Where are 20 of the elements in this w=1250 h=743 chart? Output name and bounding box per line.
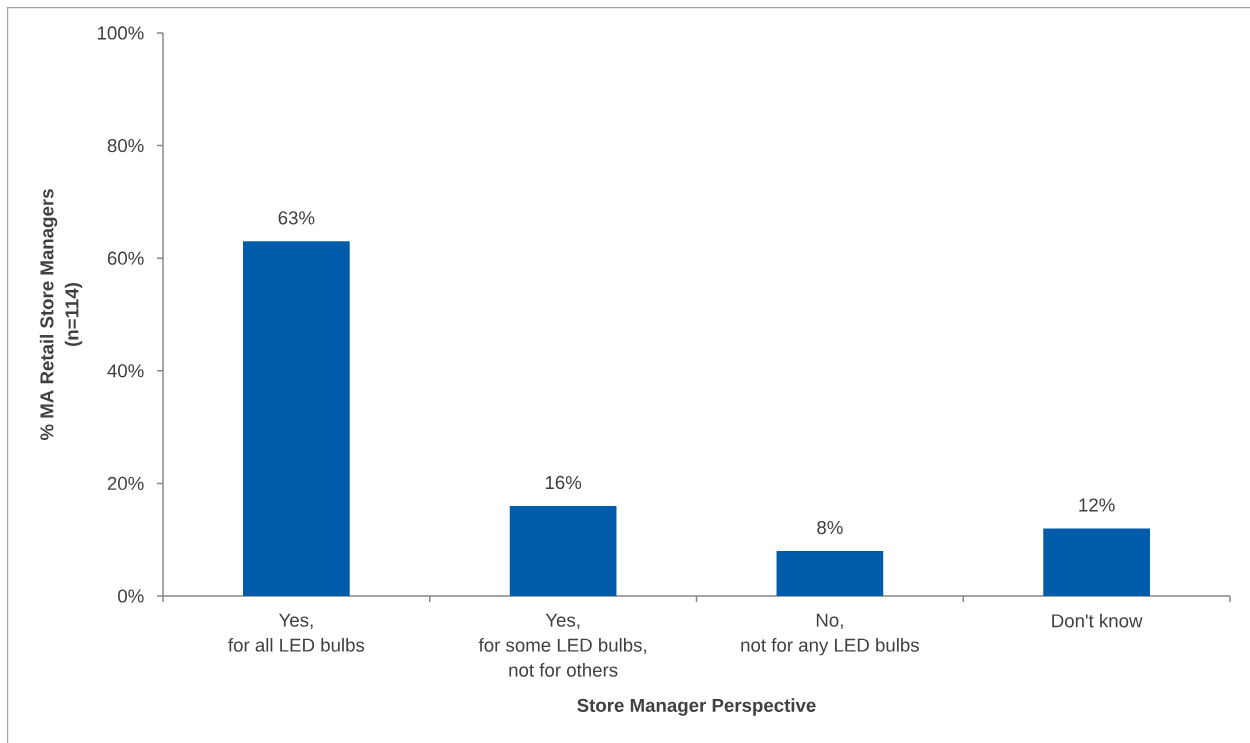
data-label: 8%: [817, 520, 843, 535]
bar: [1043, 528, 1150, 596]
bar: [776, 550, 884, 596]
y-tick-label: 40%: [107, 364, 144, 378]
x-tick-label: No, not for any LED bulbs: [741, 613, 919, 656]
y-tick-label: 100%: [97, 26, 144, 40]
x-tick-label: Yes, for some LED bulbs, not for others: [478, 613, 646, 677]
bar: [509, 505, 617, 596]
x-tick-label: Don't know: [1052, 613, 1143, 628]
x-tick-label: Yes, for all LED bulbs: [228, 613, 365, 652]
y-axis-title: % MA Retail Store Managers (n=114): [39, 189, 83, 441]
y-tick-label: 0%: [118, 589, 144, 603]
y-tick-label: 80%: [107, 138, 144, 153]
data-label: 16%: [545, 475, 582, 490]
x-axis-title: Store Manager Perspective: [577, 698, 816, 716]
data-label: 63%: [278, 211, 315, 225]
y-tick-label: 20%: [107, 476, 144, 491]
y-tick-label: 60%: [107, 251, 144, 265]
data-label: 12%: [1079, 498, 1115, 512]
bar: [243, 241, 350, 596]
